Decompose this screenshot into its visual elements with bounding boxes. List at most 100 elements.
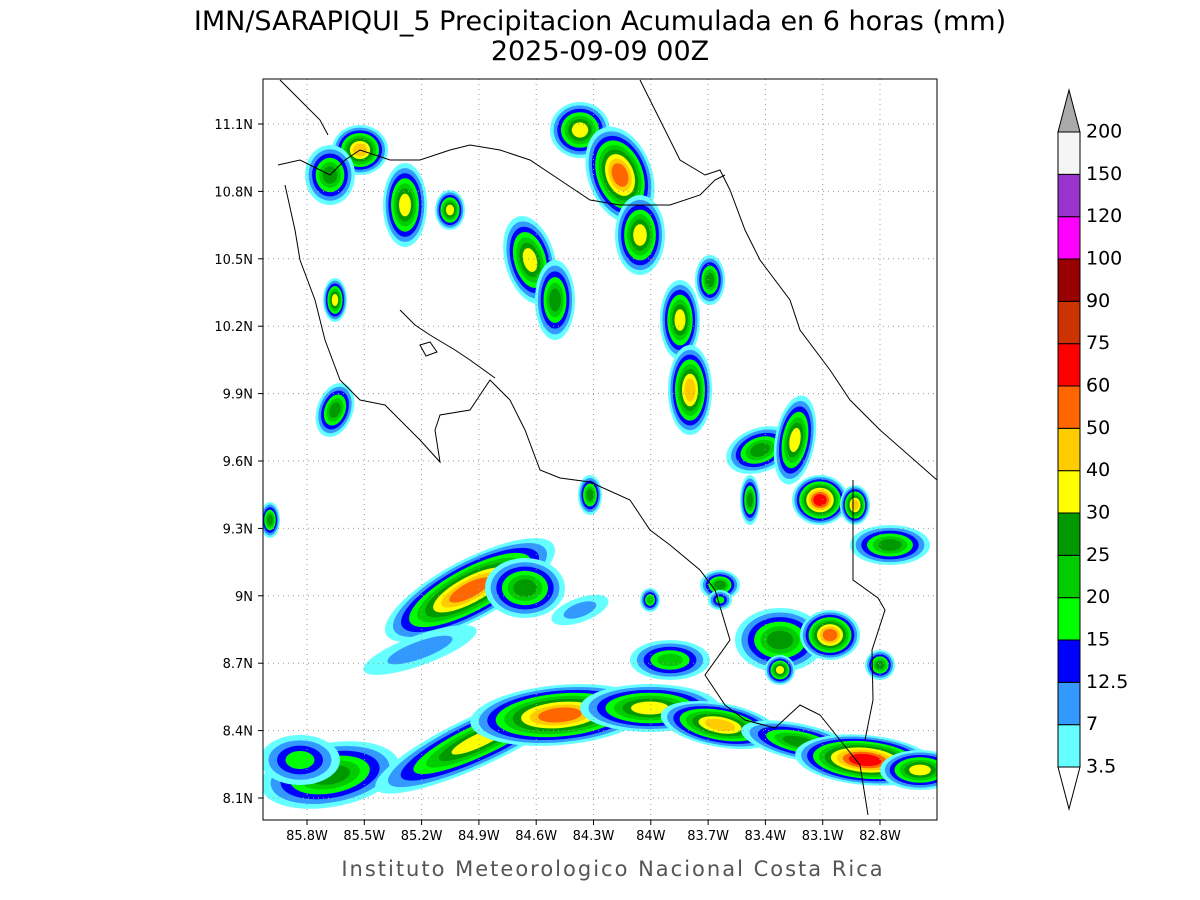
rain-cell [775, 665, 785, 675]
colorbar-label: 7 [1086, 713, 1098, 735]
colorbar-segment [1057, 300, 1081, 345]
rain-cell [633, 224, 647, 246]
lat-tick-label: 9N [235, 590, 253, 605]
colorbar-label: 150 [1086, 163, 1122, 185]
colorbar-segment [1057, 258, 1081, 302]
colorbar-label: 200 [1086, 121, 1122, 143]
lat-tick-label: 9.6N [223, 455, 253, 470]
lat-tick-label: 8.7N [223, 657, 253, 672]
lon-tick-label: 85.2W [401, 829, 443, 844]
southern-border [852, 480, 886, 741]
lat-tick-label: 9.3N [223, 522, 253, 537]
colorbar-segment [1057, 343, 1081, 387]
colorbar-label: 120 [1086, 205, 1122, 227]
rain-cell [646, 596, 654, 604]
colorbar-segment [1057, 173, 1081, 218]
colorbar-label: 12.5 [1086, 671, 1128, 693]
rain-cell [813, 494, 827, 506]
colorbar-label: 50 [1086, 417, 1110, 439]
lat-tick-label: 10.2N [214, 320, 253, 335]
lat-tick-label: 10.8N [214, 185, 253, 200]
lat-tick-label: 10.5N [214, 253, 253, 268]
lon-tick-label: 85.8W [286, 829, 328, 844]
rain-cell [563, 601, 597, 619]
lon-tick-label: 84.6W [515, 829, 557, 844]
graticule: 11.1N 10.8N 10.5N 10.2N 9.9N 9.6N 9.3N 9N 8.7N 8.… [214, 79, 937, 844]
lon-tick-label: 83.4W [744, 829, 786, 844]
gulf-coast [399, 309, 496, 379]
colorbar-label: 60 [1086, 375, 1110, 397]
rain-cell [549, 288, 561, 312]
rain-cell [586, 489, 594, 501]
rain-cell [674, 309, 686, 331]
rain-cell [399, 193, 411, 217]
rain-cell [704, 718, 736, 732]
rain-cell [848, 753, 882, 767]
lat-tick-label: 9.9N [223, 388, 253, 403]
rain-cell [449, 577, 491, 603]
map-frame [262, 78, 938, 821]
colorbar-label: 15 [1086, 629, 1110, 651]
rain-cell [445, 204, 455, 216]
rain-cell [684, 378, 696, 402]
rain-cell [329, 402, 341, 418]
lon-tick-label: 84.9W [458, 829, 500, 844]
precipitation-field [263, 102, 937, 809]
lon-tick-label: 82.8W [859, 829, 901, 844]
caribbean-coast [639, 79, 937, 481]
colorbar-segment [1057, 639, 1081, 683]
lat-tick-label: 8.1N [223, 792, 253, 807]
colorbar-over [1057, 88, 1081, 133]
lon-tick-label: 84.3W [573, 829, 615, 844]
rain-cell [513, 579, 537, 597]
rain-cell [657, 653, 683, 667]
colorbar-segment [1057, 681, 1081, 726]
lat-tick-label: 8.4N [223, 725, 253, 740]
rain-cell [631, 701, 669, 715]
colorbar-segment [1057, 554, 1081, 599]
colorbar-label: 40 [1086, 459, 1110, 481]
colorbar-segment [1057, 131, 1081, 175]
colorbar-label: 90 [1086, 290, 1110, 312]
footer: Instituto Meteorologico Nacional Costa R… [341, 857, 884, 881]
colorbar-segment [1057, 724, 1081, 768]
pacific-coast [284, 184, 869, 816]
rain-cell [766, 630, 794, 650]
colorbar-label: 20 [1086, 586, 1110, 608]
rain-cell [267, 514, 273, 526]
colorbar-segment [1057, 597, 1081, 641]
rain-cell [789, 427, 801, 453]
lon-tick-label: 83.1W [802, 829, 844, 844]
lat-tick-label: 11.1N [214, 118, 253, 133]
colorbar-label: 25 [1086, 544, 1110, 566]
colorbar-segment [1057, 385, 1081, 429]
lake-shore [279, 79, 329, 136]
rain-cell [714, 580, 726, 590]
colorbar-segment [1057, 470, 1081, 514]
subtitle: 2025-09-09 00Z [491, 36, 709, 67]
lon-tick-label: 85.5W [343, 829, 385, 844]
rain-cell [522, 248, 538, 272]
colorbar-under [1057, 766, 1081, 811]
rain-cell [285, 750, 315, 770]
rain-cell [611, 163, 629, 187]
rain-cell [538, 707, 582, 723]
colorbar-label: 3.5 [1086, 756, 1116, 778]
rain-cell [878, 539, 902, 551]
colorbar-label: 75 [1086, 332, 1110, 354]
rain-cell [909, 764, 931, 776]
rain-cell [851, 499, 859, 511]
colorbar-segment [1057, 512, 1081, 556]
lon-tick-label: 83.7W [687, 829, 729, 844]
colorbar-label: 30 [1086, 502, 1110, 524]
coastlines [277, 79, 937, 816]
lon-tick-label: 84W [636, 829, 666, 844]
title: IMN/SARAPIQUI_5 Precipitacion Acumulada … [194, 6, 1006, 37]
colorbar-segment [1057, 427, 1081, 472]
rain-cell [822, 628, 838, 642]
northern-border [277, 144, 726, 206]
rain-cell [875, 660, 885, 670]
colorbar: 3.5 7 12.5 15 20 25 30 40 50 60 75 90 100 120 150 200 [1057, 88, 1128, 811]
colorbar-segment [1057, 216, 1081, 260]
